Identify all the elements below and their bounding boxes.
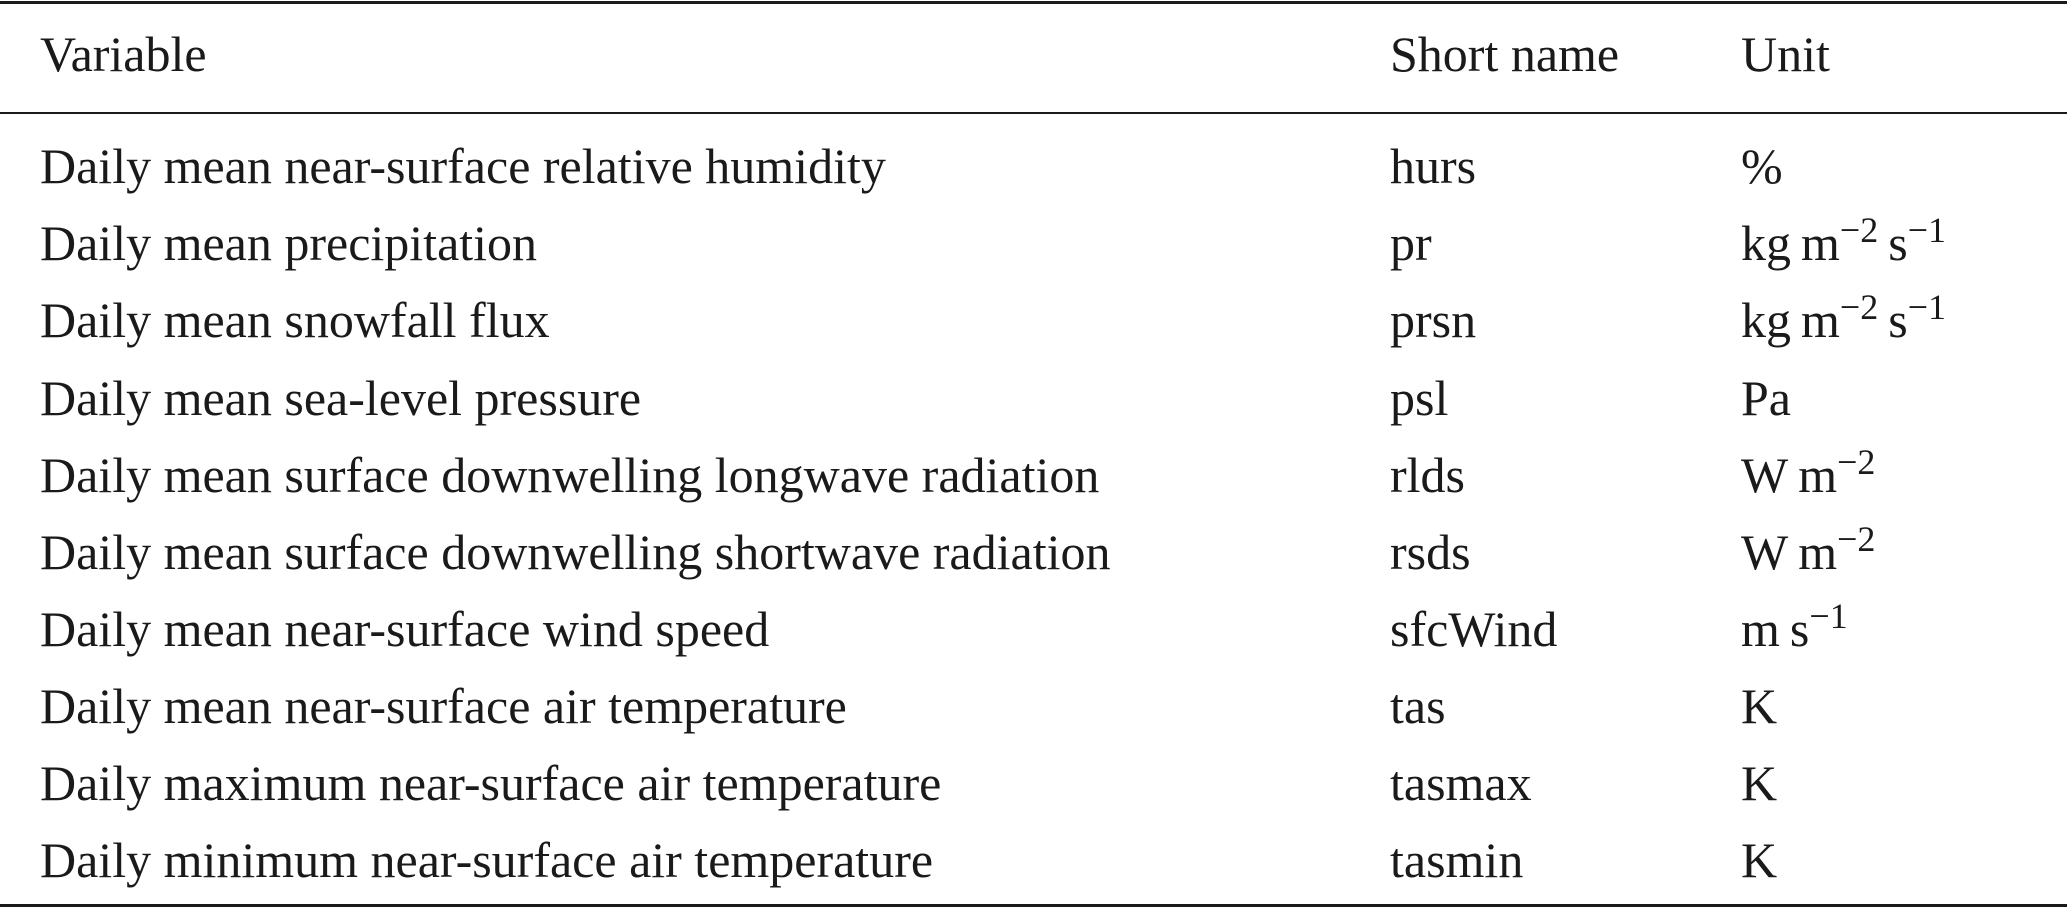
cell-unit: m s−1 bbox=[1741, 596, 1848, 657]
cell-variable: Daily mean precipitation bbox=[40, 215, 538, 271]
table-row: Daily mean near-surface relative humidit… bbox=[0, 128, 2067, 204]
cell-short-name: pr bbox=[1390, 215, 1432, 271]
header-rule bbox=[0, 112, 2067, 114]
cell-variable: Daily mean snowfall flux bbox=[40, 292, 550, 348]
cell-unit: Pa bbox=[1741, 370, 1791, 426]
table-row: Daily mean surface downwelling shortwave… bbox=[0, 514, 2067, 590]
cell-unit: K bbox=[1741, 678, 1778, 734]
cell-variable: Daily mean near-surface air temperature bbox=[40, 678, 847, 734]
cell-unit: K bbox=[1741, 832, 1778, 888]
cell-variable: Daily mean surface downwelling shortwave… bbox=[40, 524, 1111, 580]
cell-variable: Daily minimum near-surface air temperatu… bbox=[40, 832, 934, 888]
cell-variable: Daily mean near-surface relative humidit… bbox=[40, 138, 886, 194]
table-row: Daily minimum near-surface air temperatu… bbox=[0, 822, 2067, 898]
table-row: Daily mean sea-level pressure psl Pa bbox=[0, 360, 2067, 436]
cell-short-name: rlds bbox=[1390, 447, 1465, 503]
cell-short-name: tasmax bbox=[1390, 755, 1532, 811]
header-variable: Variable bbox=[40, 26, 207, 82]
cell-short-name: hurs bbox=[1390, 138, 1477, 194]
header-unit: Unit bbox=[1741, 26, 1830, 82]
header-short-name: Short name bbox=[1390, 26, 1620, 82]
cell-variable: Daily mean near-surface wind speed bbox=[40, 601, 770, 657]
cell-unit: W m−2 bbox=[1741, 442, 1876, 503]
cell-unit: kg m−2 s−1 bbox=[1741, 210, 1947, 271]
cell-short-name: psl bbox=[1390, 370, 1449, 426]
bottom-rule bbox=[0, 904, 2067, 907]
cell-short-name: rsds bbox=[1390, 524, 1471, 580]
table-row: Daily mean near-surface wind speed sfcWin… bbox=[0, 591, 2067, 667]
table-header-row: Variable Short name Unit bbox=[0, 16, 2067, 92]
cell-unit: W m−2 bbox=[1741, 519, 1876, 580]
table-row: Daily mean precipitation pr kg m−2 s−1 bbox=[0, 205, 2067, 281]
cell-unit: % bbox=[1741, 138, 1783, 194]
top-rule bbox=[0, 1, 2067, 4]
cell-short-name: tasmin bbox=[1390, 832, 1524, 888]
cell-unit: K bbox=[1741, 755, 1778, 811]
cell-short-name: prsn bbox=[1390, 292, 1477, 348]
table-row: Daily mean snowfall flux prsn kg m−2 s−1 bbox=[0, 282, 2067, 358]
cell-unit: kg m−2 s−1 bbox=[1741, 287, 1947, 348]
cell-short-name: tas bbox=[1390, 678, 1446, 734]
table-row: Daily mean surface downwelling longwave … bbox=[0, 437, 2067, 513]
cell-short-name: sfcWind bbox=[1390, 601, 1558, 657]
table-row: Daily mean near-surface air temperature t… bbox=[0, 668, 2067, 744]
cell-variable: Daily mean surface downwelling longwave … bbox=[40, 447, 1100, 503]
cell-variable: Daily maximum near-surface air temperatu… bbox=[40, 755, 942, 811]
cell-variable: Daily mean sea-level pressure bbox=[40, 370, 642, 426]
table-row: Daily maximum near-surface air temperatu… bbox=[0, 745, 2067, 821]
